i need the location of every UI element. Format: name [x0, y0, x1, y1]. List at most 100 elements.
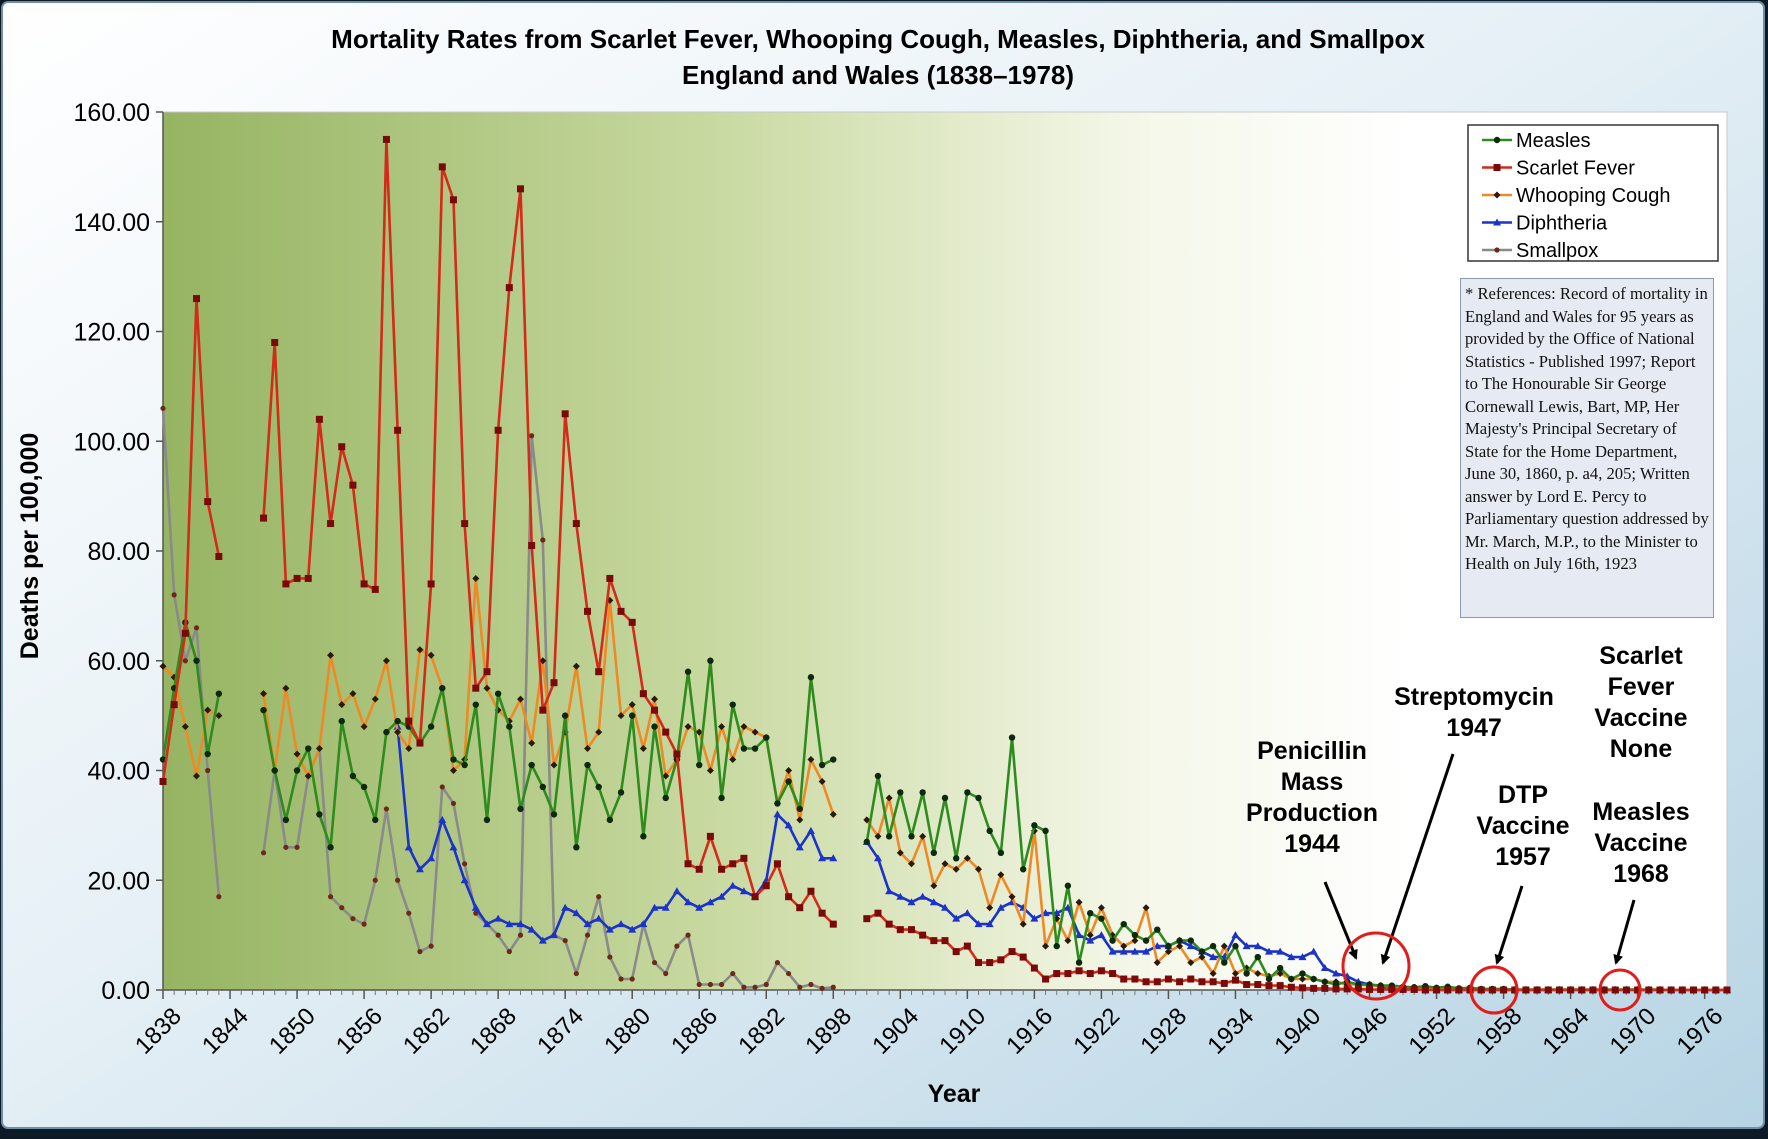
whooping-cough-point — [807, 756, 815, 764]
diphtheria-point — [695, 903, 704, 911]
whooping-cough-point — [193, 772, 201, 780]
diphtheria-point — [873, 854, 882, 862]
scarlet-fever-point — [528, 542, 536, 550]
legend: Measles Scarlet Fever Whooping Cough Diphth… — [1467, 124, 1719, 262]
whooping-cough-line — [262, 577, 835, 822]
diphtheria-point — [985, 920, 994, 928]
annotation-streptomycin-line-1: Streptomycin — [1394, 683, 1554, 711]
whooping-cough-point — [639, 745, 647, 753]
scarlet-fever-point — [584, 607, 592, 615]
measles-point — [651, 723, 658, 730]
y-tick-label: 80.00 — [87, 538, 150, 566]
whooping-cough-point — [1131, 937, 1139, 945]
scarlet-fever-point — [1220, 979, 1228, 987]
measles-point — [494, 690, 502, 697]
smallpox-point — [428, 943, 434, 949]
whooping-cough-point — [449, 767, 457, 774]
scarlet-fever-point — [371, 585, 379, 593]
references-text: * References: Record of mortality in Eng… — [1460, 278, 1714, 618]
measles-point — [807, 674, 815, 681]
measles-point — [1176, 937, 1183, 944]
scarlet-fever-line — [161, 297, 221, 782]
scarlet-fever-point — [170, 701, 178, 709]
scarlet-fever-point — [1433, 986, 1441, 994]
legend-item-scarlet-fever: Scarlet Fever — [1482, 158, 1635, 180]
diphtheria-point — [1231, 931, 1240, 939]
smallpox-point — [797, 984, 803, 990]
scarlet-fever-point — [181, 629, 189, 637]
diphtheria-point — [885, 887, 894, 895]
diphtheria-point — [907, 898, 916, 906]
scarlet-fever-point — [874, 909, 882, 917]
scarlet-fever-point — [449, 196, 457, 204]
smallpox-point — [283, 844, 289, 850]
scarlet-fever-point — [986, 959, 994, 967]
scarlet-fever-point — [427, 580, 435, 588]
whooping-cough-point — [1120, 942, 1128, 950]
measles-point — [260, 706, 267, 714]
scarlet-fever-point — [1723, 986, 1731, 994]
x-axis-label: Year — [928, 1080, 981, 1108]
measles-point — [662, 794, 669, 802]
scarlet-fever-point — [662, 728, 670, 736]
scarlet-fever-point — [639, 690, 647, 698]
scarlet-fever-point — [561, 410, 569, 418]
scarlet-fever-point — [1120, 975, 1128, 983]
smallpox-point — [696, 981, 702, 988]
measles-point — [204, 750, 211, 758]
smallpox-point — [629, 976, 635, 982]
measles-point — [740, 745, 748, 752]
scarlet-fever-point — [360, 580, 368, 588]
whooping-cough-point — [1220, 942, 1228, 950]
diphtheria-point — [1108, 947, 1117, 955]
scarlet-fever-point — [1578, 986, 1586, 994]
diphtheria-point — [1253, 942, 1262, 950]
measles-point — [450, 756, 457, 763]
whooping-cough-point — [952, 865, 960, 873]
whooping-cough-point — [829, 810, 837, 818]
annotation-measles-line-3: 1968 — [1613, 860, 1669, 888]
measles-point — [617, 789, 625, 796]
smallpox-point — [741, 984, 747, 990]
measles-point — [796, 805, 803, 813]
measles-point — [751, 745, 759, 752]
measles-point — [573, 844, 580, 851]
whooping-cough-point — [1019, 920, 1027, 928]
smallpox-point — [819, 985, 825, 991]
scarlet-fever-point — [1354, 985, 1362, 993]
diphtheria-point — [1186, 942, 1195, 950]
scarlet-fever-point — [718, 865, 726, 873]
annotation-streptomycin-line-2: 1947 — [1446, 714, 1502, 742]
scarlet-fever-point — [461, 520, 469, 528]
scarlet-fever-point — [673, 750, 681, 758]
scarlet-fever-point — [1645, 986, 1653, 994]
scarlet-fever-point — [751, 893, 759, 901]
diphtheria-line — [396, 726, 834, 942]
measles-point — [1299, 970, 1306, 977]
measles-point — [483, 816, 491, 824]
annotation-scarlet-fever-vaccine: Scarlet Fever Vaccine None — [1594, 642, 1687, 763]
whooping-cough-point — [907, 860, 915, 868]
diphtheria-point — [639, 920, 648, 928]
diphtheria-point — [941, 903, 949, 911]
smallpox-point — [462, 861, 468, 867]
whooping-cough-point — [785, 767, 793, 774]
measles-point — [1053, 942, 1060, 950]
smallpox-point — [674, 943, 680, 949]
whooping-cough-point — [896, 849, 904, 857]
measles-point — [561, 712, 569, 719]
diphtheria-point — [605, 925, 614, 933]
whooping-cough-point — [885, 794, 893, 802]
whooping-cough-point — [1254, 970, 1262, 978]
annotation-scarlet-line-2: Fever — [1608, 673, 1675, 701]
scarlet-fever-point — [1231, 976, 1239, 984]
whooping-cough-point — [1142, 904, 1150, 912]
whooping-cough-point — [371, 695, 379, 703]
measles-point — [550, 811, 558, 818]
diphtheria-point — [728, 881, 737, 889]
whooping-cough-point — [427, 651, 435, 659]
measles-point — [349, 772, 357, 780]
diphtheria-point — [896, 892, 905, 900]
scarlet-fever-point — [606, 574, 614, 582]
measles-point — [506, 723, 513, 730]
